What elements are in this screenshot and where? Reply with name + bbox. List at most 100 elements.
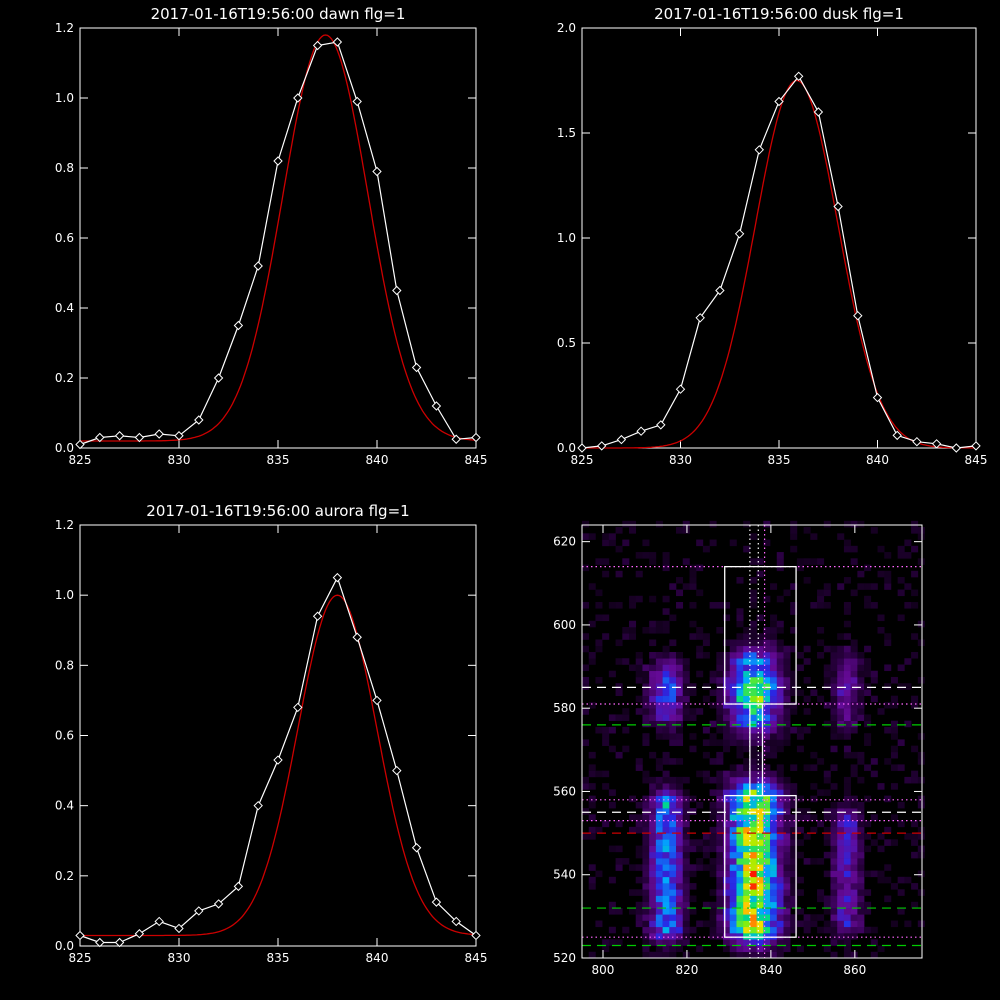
- heatmap-cell: [642, 864, 650, 871]
- heatmap-cell: [763, 883, 771, 890]
- heatmap-cell: [783, 833, 791, 840]
- heatmap-cell: [655, 951, 663, 959]
- heatmap-cell: [823, 808, 831, 815]
- heatmap-cell: [763, 820, 771, 828]
- heatmap-cell: [749, 889, 757, 896]
- heatmap-cell: [763, 776, 771, 784]
- heatmap-cell: [790, 845, 798, 853]
- heatmap-cell: [729, 945, 737, 953]
- heatmap-cell: [763, 939, 771, 946]
- heatmap-cell: [729, 689, 737, 697]
- heatmap-cell: [763, 726, 771, 734]
- heatmap-cell: [790, 864, 798, 871]
- heatmap-cell: [850, 795, 858, 803]
- heatmap-cell: [602, 733, 610, 740]
- heatmap-cell: [709, 801, 717, 809]
- heatmap-cell: [602, 726, 610, 734]
- heatmap-cell: [729, 708, 737, 715]
- heatmap-cell: [843, 851, 851, 859]
- heatmap-cell: [649, 826, 657, 834]
- heatmap-cell: [843, 714, 851, 721]
- heatmap-cell: [763, 664, 771, 672]
- heatmap-cell: [655, 758, 663, 765]
- heatmap-cell: [756, 651, 764, 659]
- heatmap-cell: [763, 814, 771, 821]
- heatmap-cell: [770, 770, 778, 778]
- heatmap-cell: [857, 683, 865, 690]
- heatmap-cell: [749, 939, 757, 946]
- heatmap-cell: [662, 851, 670, 859]
- heatmap-cell: [843, 701, 851, 709]
- data-point-marker: [471, 930, 481, 941]
- heatmap-cell: [743, 808, 751, 815]
- heatmap-cell: [662, 695, 670, 703]
- heatmap-cell: [823, 720, 831, 728]
- heatmap-cell: [776, 726, 784, 734]
- heatmap-cell: [823, 851, 831, 859]
- heatmap-cell: [911, 701, 919, 709]
- heatmap-cell: [736, 764, 744, 771]
- heatmap-cell: [790, 527, 798, 534]
- y-tick-label: 580: [553, 701, 576, 715]
- heatmap-cell: [830, 908, 838, 915]
- heatmap-cell: [629, 908, 637, 915]
- heatmap-cell: [669, 933, 677, 940]
- heatmap-cell: [850, 726, 858, 734]
- heatmap-cell: [749, 839, 757, 846]
- heatmap-cell: [723, 683, 731, 690]
- data-point-marker: [813, 107, 824, 117]
- heatmap-cell: [662, 951, 670, 959]
- x-tick-label: 840: [866, 453, 889, 467]
- heatmap-cell: [803, 814, 811, 821]
- heatmap-cell: [843, 920, 851, 928]
- heatmap-cell: [770, 695, 778, 703]
- heatmap-cell: [696, 651, 704, 659]
- x-tick-label: 840: [366, 453, 389, 467]
- heatmap-cell: [770, 826, 778, 834]
- heatmap-cell: [850, 689, 858, 697]
- heatmap-cell: [830, 914, 838, 921]
- heatmap-cell: [696, 858, 704, 865]
- heatmap-cell: [655, 889, 663, 896]
- heatmap-cell: [743, 870, 751, 878]
- heatmap-cell: [669, 689, 677, 697]
- plot-frame: [79, 524, 477, 947]
- heatmap-cell: [662, 627, 670, 634]
- heatmap-cell: [676, 945, 684, 953]
- heatmap-cell: [857, 751, 865, 759]
- heatmap-cell: [642, 895, 650, 903]
- heatmap-cell: [682, 920, 690, 928]
- heatmap-cell: [682, 689, 690, 697]
- heatmap-cell: [662, 858, 670, 865]
- heatmap-cell: [622, 558, 630, 565]
- heatmap-cell: [635, 658, 643, 665]
- heatmap-cell: [763, 764, 771, 771]
- heatmap-cell: [588, 658, 596, 665]
- heatmap-cell: [884, 876, 892, 884]
- heatmap-cell: [676, 658, 684, 665]
- heatmap-cell: [770, 739, 778, 746]
- heatmap-cell: [783, 676, 791, 684]
- heatmap-cell: [743, 814, 751, 821]
- heatmap-cell: [723, 926, 731, 934]
- heatmap-cell: [709, 839, 717, 846]
- heatmap-cell: [702, 770, 710, 778]
- heatmap-cell: [595, 614, 603, 622]
- heatmap-cell: [843, 926, 851, 934]
- heatmap-cell: [776, 939, 784, 946]
- heatmap-cell: [629, 602, 637, 609]
- heatmap-cell: [595, 826, 603, 834]
- heatmap-cell: [723, 845, 731, 853]
- heatmap-cell: [676, 689, 684, 697]
- heatmap-cell: [756, 783, 764, 790]
- heatmap-cell: [743, 889, 751, 896]
- heatmap-cell: [763, 751, 771, 759]
- heatmap-cell: [890, 726, 898, 734]
- heatmap-cell: [810, 533, 818, 540]
- heatmap-cell: [790, 833, 798, 840]
- heatmap-cell: [649, 701, 657, 709]
- heatmap-cell: [595, 770, 603, 778]
- heatmap-cell: [743, 826, 751, 834]
- y-tick-label: 1.0: [55, 588, 74, 602]
